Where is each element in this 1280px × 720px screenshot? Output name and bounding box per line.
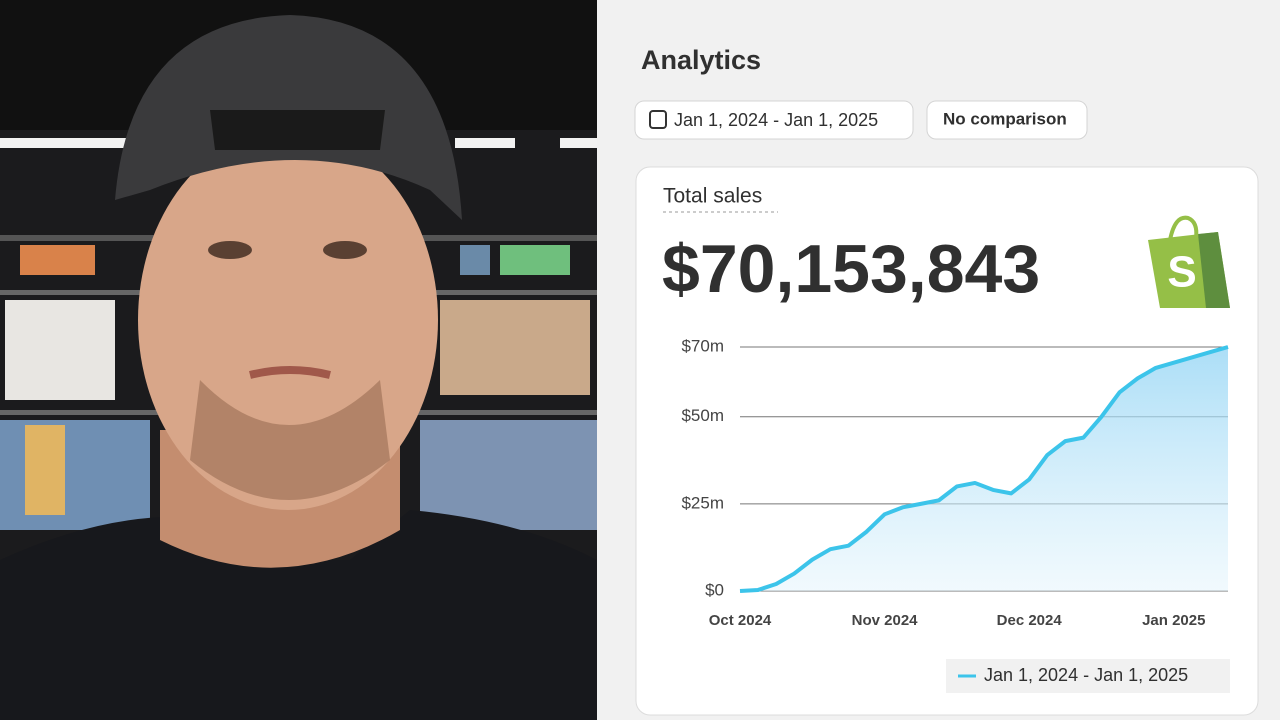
card-title: Total sales (663, 185, 762, 208)
page-title: Analytics (641, 45, 761, 75)
x-tick-label: Dec 2024 (997, 612, 1063, 629)
date-range: Jan 1, 2024 - Jan 1, 2025 (674, 110, 878, 130)
total-sales: $70,153,843 (662, 231, 1040, 307)
x-tick-label: Jan 2025 (1142, 612, 1205, 629)
y-tick-label: $50m (681, 406, 724, 425)
comparison-button[interactable] (926, 100, 1088, 140)
comparison: No comparison (943, 109, 1067, 128)
date-button[interactable] (634, 100, 914, 140)
y-tick-label: $0 (705, 580, 724, 599)
area (740, 347, 1228, 591)
y-tick-label: $25m (681, 493, 724, 512)
y-tick-label: $70m (681, 336, 724, 355)
calendar-icon (649, 110, 667, 129)
line (739, 345, 1229, 593)
photo (0, 0, 597, 720)
x-tick-label: Nov 2024 (852, 612, 919, 629)
svg-text:S: S (1167, 248, 1196, 297)
shopify-logo: S (1148, 215, 1230, 308)
x-tick-label: Oct 2024 (709, 612, 772, 629)
legend (946, 659, 1230, 693)
legend-label: Jan 1, 2024 - Jan 1, 2025 (984, 665, 1188, 685)
